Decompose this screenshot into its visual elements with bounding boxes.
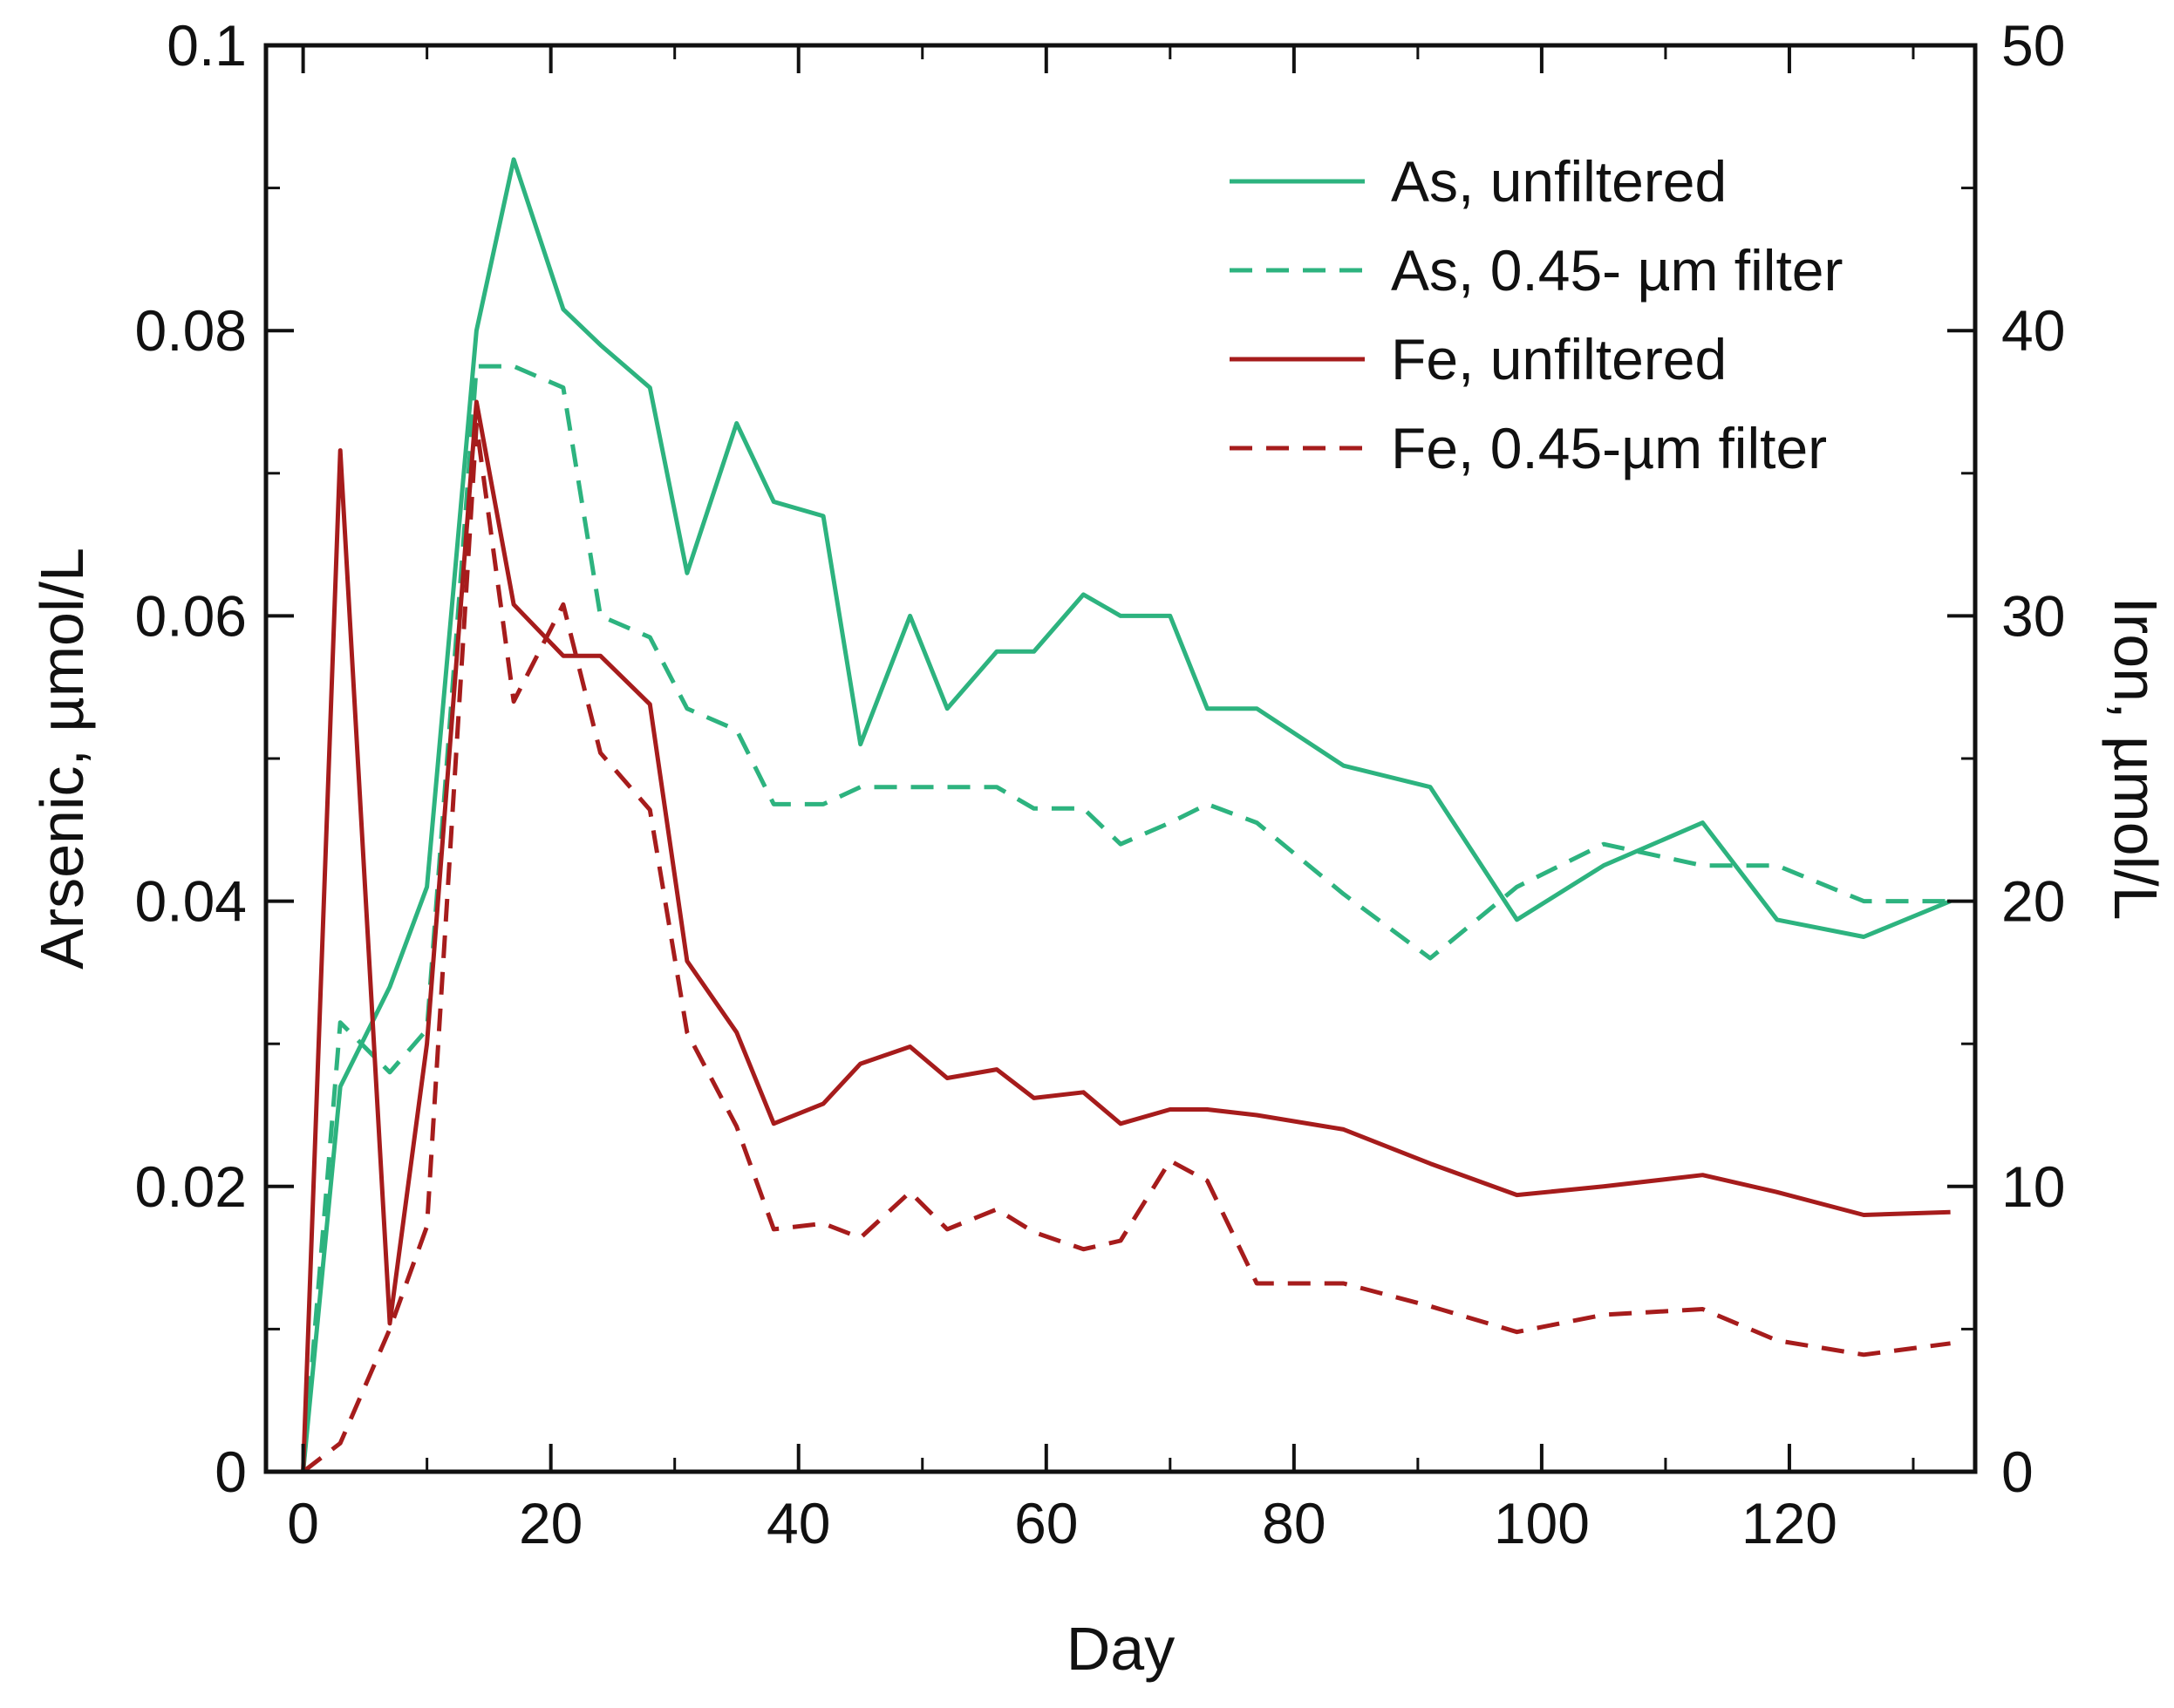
y-right-tick-label: 0: [2001, 1439, 2034, 1504]
x-tick-label: 0: [287, 1491, 319, 1555]
y-left-tick-label: 0.04: [135, 869, 247, 934]
legend-label: Fe, 0.45-µm filter: [1391, 416, 1827, 480]
ticks-layer: [266, 44, 1975, 1473]
x-tick-label: 40: [767, 1491, 830, 1555]
x-axis-title: Day: [1067, 1615, 1175, 1683]
legend-label: As, 0.45- µm filter: [1391, 238, 1843, 303]
legend-label: Fe, unfiltered: [1391, 327, 1727, 391]
legend: As, unfiltered As, 0.45- µm filter Fe, unf…: [1230, 149, 1843, 480]
y-left-tick-label: 0.08: [135, 298, 247, 363]
y-left-tick-label: 0.1: [167, 13, 247, 78]
y-left-tick-label: 0.06: [135, 583, 247, 648]
series-layer: [301, 157, 1952, 1473]
x-tick-label: 20: [519, 1491, 583, 1555]
x-tick-label: 100: [1494, 1491, 1590, 1555]
series-line-as-unfiltered: [301, 157, 1952, 1473]
y-right-tick-label: 40: [2001, 298, 2065, 363]
labels-layer: 0 20 40 60 80 100 120 0 0.02 0.04 0.06 0.08 0.1 0 10 20…: [135, 13, 2066, 1555]
y-axis-title-left: Arsenic, µmol/L: [28, 548, 96, 970]
y-axis-title-right: Iron, µmol/L: [2102, 596, 2170, 920]
x-tick-label: 80: [1262, 1491, 1326, 1555]
legend-label: As, unfiltered: [1391, 149, 1727, 214]
series-line-as-0-45-m-filter: [301, 364, 1951, 1473]
x-tick-label: 60: [1014, 1491, 1078, 1555]
x-tick-label: 120: [1741, 1491, 1837, 1555]
y-right-tick-label: 30: [2001, 583, 2065, 648]
y-right-tick-label: 20: [2001, 869, 2065, 934]
y-right-tick-label: 50: [2001, 13, 2065, 78]
y-left-tick-label: 0.02: [135, 1154, 247, 1219]
y-right-tick-label: 10: [2001, 1154, 2065, 1219]
series-line-fe-0-45-m-filter: [302, 422, 1951, 1473]
series-line-fe-unfiltered: [301, 399, 1951, 1473]
y-left-tick-label: 0: [215, 1439, 247, 1504]
